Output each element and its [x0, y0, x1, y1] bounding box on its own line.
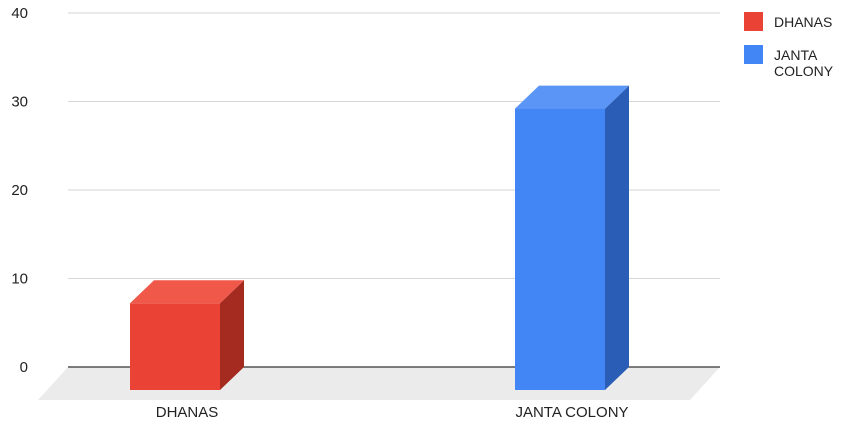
bar	[515, 85, 629, 390]
legend-label: COLONY	[774, 63, 834, 79]
x-tick-label: DHANAS	[156, 404, 219, 421]
bar-side-face	[605, 85, 629, 390]
y-tick-label: 10	[11, 271, 28, 288]
bars	[130, 85, 629, 390]
bar-top-face	[130, 280, 244, 304]
y-axis: 0 10 20 30 40	[11, 5, 28, 376]
y-tick-label: 20	[11, 182, 28, 199]
legend-swatch	[744, 12, 763, 31]
legend-label: JANTA	[774, 47, 818, 63]
y-tick-label: 0	[20, 359, 28, 376]
bar-top-face	[515, 85, 629, 109]
bar-front-face	[515, 108, 605, 390]
legend-entry: DHANAS	[744, 12, 832, 31]
legend-label: DHANAS	[774, 14, 832, 30]
bar-front-face	[130, 303, 220, 390]
x-axis: DHANAS JANTA COLONY	[156, 404, 629, 421]
legend-swatch	[744, 45, 763, 64]
y-tick-label: 30	[11, 94, 28, 111]
bar	[130, 280, 244, 390]
bar-side-face	[220, 280, 244, 390]
y-tick-label: 40	[11, 5, 28, 22]
x-tick-label: JANTA COLONY	[515, 404, 628, 421]
